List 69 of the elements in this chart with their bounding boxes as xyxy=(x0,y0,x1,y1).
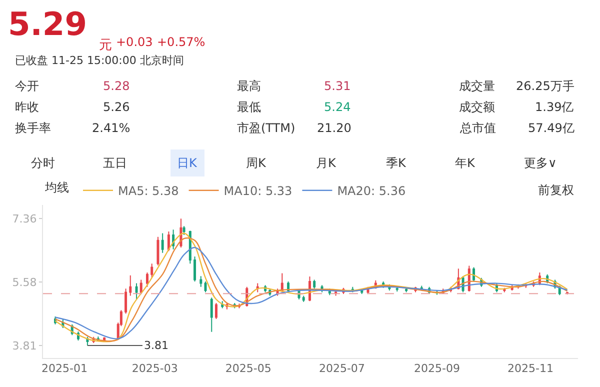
text: 分时 xyxy=(31,156,55,170)
candlestick xyxy=(129,274,132,296)
text: 年K xyxy=(455,156,476,170)
candlestick xyxy=(204,281,207,293)
candlestick xyxy=(313,279,316,290)
text: 26.25万手 xyxy=(516,79,574,93)
candlestick xyxy=(200,276,202,288)
chart-title: 5.29 xyxy=(8,5,87,44)
text: +0.57% xyxy=(157,35,206,49)
y-tick-label: 3.81 xyxy=(12,339,37,352)
candlestick xyxy=(182,226,186,236)
x-tick-label: 2025-03 xyxy=(132,362,178,376)
y-tick-label: 7.36 xyxy=(12,212,37,226)
text: 前复权 xyxy=(538,183,574,197)
candlestick xyxy=(135,282,138,300)
y-tick-label: 5.58 xyxy=(12,276,37,290)
legend-title: 均线 xyxy=(44,180,69,194)
x-tick-label: 2025-09 xyxy=(414,362,460,376)
candlestick xyxy=(221,300,224,309)
text: 周K xyxy=(246,156,267,170)
text: 5.24 xyxy=(324,100,351,114)
text: 市盈(TTM) xyxy=(237,121,296,135)
text: 成交额 xyxy=(459,100,495,114)
legend-label: MA10: 5.33 xyxy=(224,184,292,198)
candlestick xyxy=(140,279,142,295)
candlestick xyxy=(161,232,164,254)
text: 季K xyxy=(386,156,407,170)
text: 21.20 xyxy=(317,121,352,135)
candlestick xyxy=(405,287,408,293)
text: +0.03 xyxy=(116,35,153,49)
candlestick xyxy=(334,290,338,296)
text: 57.49亿 xyxy=(528,121,574,135)
candlestick xyxy=(150,263,154,278)
text: 更多∨ xyxy=(524,156,557,170)
candlestick xyxy=(214,302,218,320)
text: 5.28 xyxy=(103,79,130,93)
text: 元 xyxy=(99,38,112,53)
x-tick-label: 2025-07 xyxy=(318,362,365,376)
candlestick xyxy=(210,297,213,332)
legend-label: MA5: 5.38 xyxy=(118,184,179,198)
candlestick xyxy=(167,230,170,252)
text: 五日 xyxy=(103,156,127,170)
annotation: 3.81 xyxy=(144,339,168,352)
text: 2.41% xyxy=(92,121,130,135)
text: 1.39亿 xyxy=(535,100,574,114)
candlestick xyxy=(156,236,160,266)
candlestick xyxy=(302,295,305,302)
candlestick xyxy=(124,288,128,314)
text: 日K xyxy=(177,156,198,170)
text: 最低 xyxy=(237,100,261,114)
x-tick-label: 2025-05 xyxy=(225,362,272,376)
text: 今开 xyxy=(15,79,39,93)
text: 昨收 xyxy=(15,100,39,114)
x-tick-label: 2025-11 xyxy=(507,362,554,376)
text: 已收盘 11-25 15:00:00 北京时间 xyxy=(15,54,184,67)
text: 5.31 xyxy=(324,79,351,93)
text: 月K xyxy=(316,156,337,170)
text: 总市值 xyxy=(459,121,496,135)
text: 最高 xyxy=(237,79,261,93)
candlestick xyxy=(146,272,148,288)
text: 5.26 xyxy=(103,100,130,114)
candlestick xyxy=(194,256,196,282)
legend-label: MA20: 5.36 xyxy=(337,184,406,198)
candlestick xyxy=(256,282,259,293)
candlestick xyxy=(472,266,476,282)
text: 成交量 xyxy=(459,79,495,93)
candlestick xyxy=(396,286,398,292)
x-tick-label: 2025-01 xyxy=(41,362,88,376)
text: 换手率 xyxy=(15,121,51,135)
